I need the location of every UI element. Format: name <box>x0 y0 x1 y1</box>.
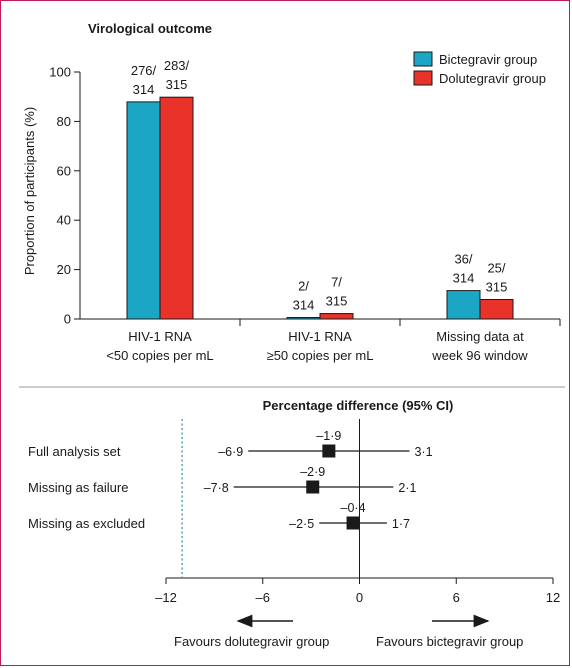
favours-right-label: Favours bictegravir group <box>376 634 523 649</box>
forest-x-tick-label: 12 <box>546 590 560 605</box>
bar-plot-area: 0 20 40 60 80 100 HIV-1 RNA <50 copies per mL 27… <box>49 58 561 363</box>
legend-swatch-dolutegravir <box>413 70 433 86</box>
legend-label-bictegravir: Bictegravir group <box>439 52 537 67</box>
y-tick-label: 80 <box>57 114 71 129</box>
bar-bictegravir <box>286 317 321 320</box>
legend-swatch-bictegravir <box>413 51 433 67</box>
y-tick-label: 20 <box>57 262 71 277</box>
point-estimate <box>346 516 360 530</box>
ci-lower-label: –2·5 <box>289 517 314 531</box>
bar-count-label: 25/ <box>487 260 505 275</box>
x-category-label: <50 copies per mL <box>106 348 213 363</box>
estimate-label: –0·4 <box>341 501 366 515</box>
bar-count-label: 315 <box>166 77 188 92</box>
bar-count-label: 283/ <box>164 58 190 73</box>
ci-upper-label: 1·7 <box>392 517 410 531</box>
bar-count-label: 276/ <box>131 63 157 78</box>
x-category-label: Missing data at <box>436 329 524 344</box>
forest-title: Percentage difference (95% CI) <box>263 398 454 413</box>
point-estimate <box>306 480 320 494</box>
favours-annotations: Favours dolutegravir group Favours bicte… <box>174 614 523 649</box>
x-category-label: week 96 window <box>431 348 528 363</box>
estimate-label: –2·9 <box>300 465 325 479</box>
bar-dolutegravir <box>479 298 514 320</box>
bar-count-label: 36/ <box>454 252 472 267</box>
forest-x-tick-label: 6 <box>453 590 460 605</box>
forest-row-label: Full analysis set <box>28 444 121 459</box>
ci-lower-label: –6·9 <box>218 445 243 459</box>
forest-x-tick-label: 0 <box>356 590 363 605</box>
bar-dolutegravir <box>159 96 194 320</box>
forest-plot-area: –12 –6 0 6 12 Full analysis set –6·9 3·1 –1·9 Mis… <box>28 419 560 605</box>
forest-x-tick-label: –6 <box>256 590 270 605</box>
ci-upper-label: 2·1 <box>398 481 416 495</box>
bar-count-label: 314 <box>453 271 475 286</box>
estimate-label: –1·9 <box>316 429 341 443</box>
forest-row-label: Missing as excluded <box>28 516 145 531</box>
forest-row-label: Missing as failure <box>28 480 128 495</box>
y-tick-label: 40 <box>57 213 71 228</box>
y-tick-label: 60 <box>57 163 71 178</box>
bar-dolutegravir <box>319 313 354 320</box>
ci-upper-label: 3·1 <box>414 445 432 459</box>
x-category-label: ≥50 copies per mL <box>267 348 374 363</box>
bar-chart-title: Virological outcome <box>88 21 212 36</box>
bar-count-label: 7/ <box>331 275 342 290</box>
bar-bictegravir <box>446 290 481 320</box>
point-estimate <box>322 444 336 458</box>
bar-count-label: 315 <box>326 294 348 309</box>
legend: Bictegravir group Dolutegravir group <box>413 51 546 86</box>
bar-count-label: 314 <box>293 298 315 313</box>
y-axis-label: Proportion of participants (%) <box>22 107 37 275</box>
ci-lower-label: –7·8 <box>204 481 229 495</box>
bar-count-label: 314 <box>133 82 155 97</box>
y-tick-label: 100 <box>49 65 71 80</box>
bar-count-label: 315 <box>486 279 508 294</box>
x-category-label: HIV-1 RNA <box>288 329 352 344</box>
x-category-label: HIV-1 RNA <box>128 329 192 344</box>
legend-label-dolutegravir: Dolutegravir group <box>439 71 546 86</box>
forest-x-tick-label: –12 <box>155 590 177 605</box>
favours-left-label: Favours dolutegravir group <box>174 634 329 649</box>
bar-count-label: 2/ <box>298 279 309 294</box>
bar-bictegravir <box>126 101 161 320</box>
y-tick-label: 0 <box>64 312 71 327</box>
